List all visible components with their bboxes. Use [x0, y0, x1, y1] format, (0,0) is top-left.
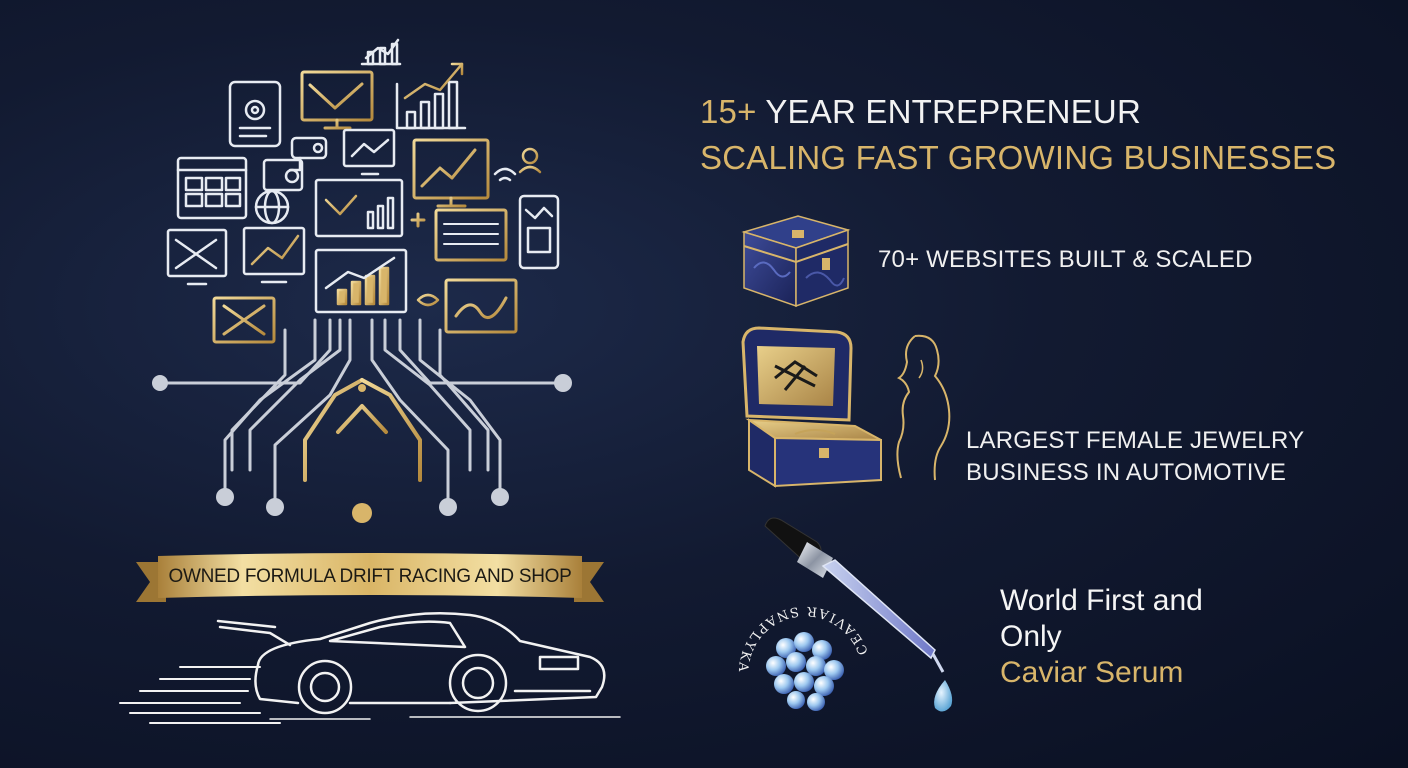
- feature-caviar-line1: World First and: [1000, 584, 1203, 617]
- spreadsheet-monitor-icon: [434, 208, 508, 270]
- leaf-icon: [416, 293, 440, 307]
- feature-websites: 70+ WEBSITES BUILT & SCALED: [878, 246, 1253, 273]
- chart-icon-top: [360, 38, 402, 66]
- banner-text: OWNED FORMULA DRIFT RACING AND SHOP: [168, 566, 572, 587]
- caviar-pearls: [766, 632, 844, 711]
- headline: 15+ YEAR ENTREPRENEUR SCALING FAST GROWI…: [700, 92, 1336, 178]
- monitor-chart-icon: [342, 128, 396, 176]
- headline-line1-rest: YEAR ENTREPRENEUR: [756, 93, 1141, 130]
- browser-window-icon: [176, 156, 248, 220]
- circuit-lines: [158, 318, 562, 507]
- tech-growth-tree: [152, 38, 572, 523]
- monitor-x-icon: [166, 228, 228, 286]
- feature-caviar-serum: World First and Only Caviar Serum: [1000, 583, 1203, 691]
- monitor-gold-top: [300, 70, 374, 130]
- growth-node: [352, 503, 372, 523]
- headline-line2: SCALING FAST GROWING BUSINESSES: [700, 139, 1337, 176]
- mobile-dashboard-icon: [518, 194, 560, 270]
- growth-chart-icon: [395, 62, 467, 130]
- monitor-gold-left: [212, 296, 276, 352]
- tablet-gear-icon: [228, 80, 282, 148]
- monitor-linechart-icon: [242, 226, 306, 284]
- monitor-gold-bottom: [444, 278, 518, 342]
- feature-caviar-line2: Only: [1000, 620, 1062, 653]
- jewelry-box-icon: [741, 215, 851, 308]
- feature-jewelry-line1: LARGEST FEMALE JEWELRY: [966, 427, 1305, 454]
- monitor-barchart-icon: [314, 248, 408, 314]
- circuit-nodes: [152, 374, 572, 516]
- feature-jewelry-business: LARGEST FEMALE JEWELRY BUSINESS IN AUTOM…: [966, 425, 1304, 489]
- wifi-person-icon: [493, 147, 542, 182]
- headline-line1: 15+ YEAR ENTREPRENEUR: [700, 92, 1336, 132]
- tablet-play-icon: [262, 158, 304, 192]
- monitor-gold-right: [412, 138, 490, 208]
- serum-dropper-icon: [764, 517, 953, 712]
- globe-icon: [254, 189, 290, 225]
- caviar-logo: CEAVIAR SNAPLYKA: [735, 603, 869, 711]
- plus-icon: [410, 212, 426, 228]
- feature-jewelry-line2: BUSINESS IN AUTOMOTIVE: [966, 459, 1287, 486]
- drift-car-icon: [119, 611, 621, 724]
- cctv-camera-icon: [288, 136, 328, 172]
- female-silhouette-icon: [896, 334, 951, 481]
- monitor-analytics-icon: [314, 178, 404, 238]
- gold-ribbon-banner: [136, 553, 604, 602]
- growth-arrow: [303, 378, 422, 512]
- speed-lines: [119, 666, 281, 724]
- feature-caviar-highlight: Caviar Serum: [1000, 656, 1184, 689]
- years-figure: 15+: [700, 93, 757, 130]
- open-ring-box-icon: [741, 326, 882, 488]
